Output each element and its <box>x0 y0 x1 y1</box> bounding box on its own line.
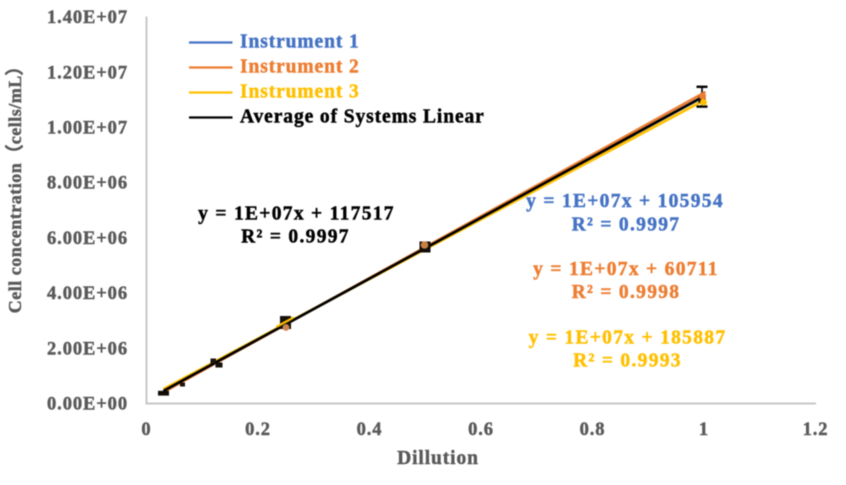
svg-text:Average of Systems Linear: Average of Systems Linear <box>240 107 485 128</box>
svg-text:0.2: 0.2 <box>245 420 271 440</box>
svg-text:y = 1E+07x + 117517: y = 1E+07x + 117517 <box>198 204 395 225</box>
svg-text:Cell concentration（cells/mL）: Cell concentration（cells/mL） <box>5 57 25 313</box>
svg-text:Dillution: Dillution <box>397 448 479 469</box>
svg-text:2.00E+06: 2.00E+06 <box>47 339 128 359</box>
svg-text:1: 1 <box>699 420 709 440</box>
svg-text:y = 1E+07x + 105954: y = 1E+07x + 105954 <box>526 191 724 212</box>
svg-text:0.4: 0.4 <box>357 420 383 440</box>
svg-text:R² = 0.9997: R² = 0.9997 <box>241 227 350 248</box>
svg-text:y = 1E+07x + 185887: y = 1E+07x + 185887 <box>529 328 727 349</box>
svg-text:1.2: 1.2 <box>803 420 829 440</box>
svg-text:1.20E+07: 1.20E+07 <box>47 63 128 83</box>
svg-text:1.00E+07: 1.00E+07 <box>47 119 128 139</box>
svg-text:1.40E+07: 1.40E+07 <box>47 8 128 28</box>
svg-text:R² = 0.9998: R² = 0.9998 <box>572 282 681 303</box>
svg-text:y = 1E+07x + 60711: y = 1E+07x + 60711 <box>533 259 719 280</box>
svg-text:8.00E+06: 8.00E+06 <box>47 174 128 194</box>
svg-text:Instrument 1: Instrument 1 <box>240 32 360 53</box>
svg-text:6.00E+06: 6.00E+06 <box>47 229 128 249</box>
svg-text:0.8: 0.8 <box>580 420 606 440</box>
svg-text:0: 0 <box>141 420 151 440</box>
svg-text:Instrument 2: Instrument 2 <box>240 57 360 78</box>
svg-text:4.00E+06: 4.00E+06 <box>47 284 128 304</box>
svg-text:0.6: 0.6 <box>468 420 494 440</box>
svg-text:R² = 0.9997: R² = 0.9997 <box>572 215 681 236</box>
svg-text:R² = 0.9993: R² = 0.9993 <box>573 351 682 372</box>
svg-text:0.00E+00: 0.00E+00 <box>47 395 128 415</box>
svg-text:Instrument 3: Instrument 3 <box>240 82 360 103</box>
